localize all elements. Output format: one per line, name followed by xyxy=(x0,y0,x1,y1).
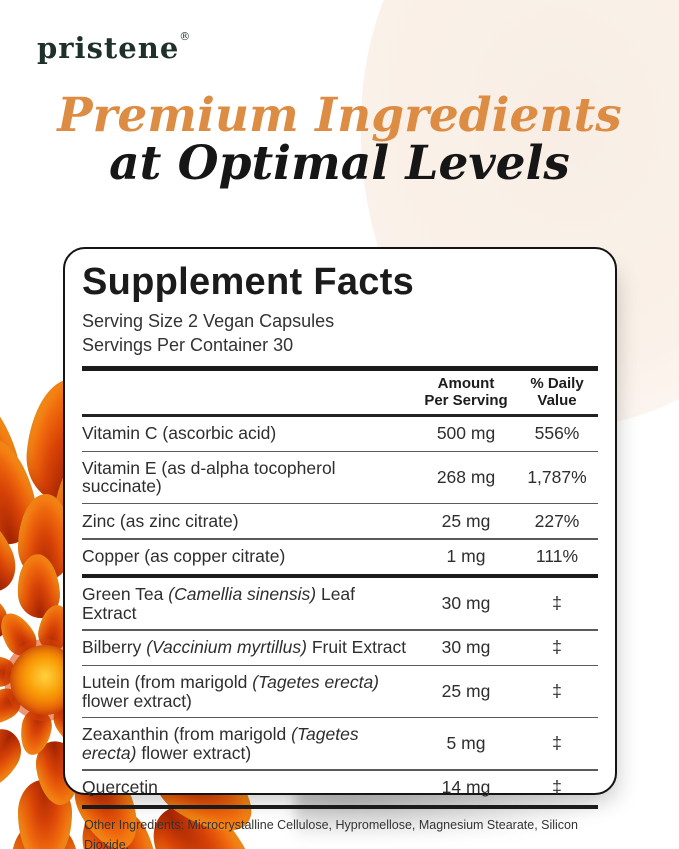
ingredient-name: Quercetin xyxy=(82,777,158,798)
divider-row xyxy=(82,538,598,540)
ingredient-row: Copper (as copper citrate) 1 mg 111% xyxy=(82,540,598,574)
ingredient-daily-value: ‡ xyxy=(552,593,562,614)
ingredient-name: Bilberry (Vaccinium myrtillus) Fruit Ext… xyxy=(82,637,407,658)
headline-line1: Premium Ingredients xyxy=(57,88,622,143)
ingredient-amount: 1 mg xyxy=(446,546,486,567)
ingredient-row: Vitamin E (as d-alpha tocopherol succina… xyxy=(82,452,598,503)
brand-name: pristene xyxy=(37,31,180,65)
ingredient-daily-value: 227% xyxy=(534,510,580,531)
ingredient-name: Lutein (from marigold (Tagetes erecta) f… xyxy=(82,671,379,711)
serving-size: Serving Size 2 Vegan Capsules xyxy=(82,310,335,331)
footnotes: Other Ingredients: Microcrystalline Cell… xyxy=(82,809,598,849)
header-amount-line1: Amount xyxy=(437,375,495,393)
panel-title: Supplement Facts xyxy=(82,261,415,303)
table-header-row: Amount Per Serving % Daily Value xyxy=(82,371,598,414)
ingredient-daily-value: ‡ xyxy=(552,777,562,798)
ingredient-daily-value: 111% xyxy=(535,546,579,567)
serving-info: Serving Size 2 Vegan Capsules Servings P… xyxy=(82,309,598,358)
brand-logo: pristene® xyxy=(37,30,190,65)
ingredient-daily-value: ‡ xyxy=(552,681,562,702)
ingredient-amount: 14 mg xyxy=(441,777,491,798)
ingredient-name: Green Tea (Camellia sinensis) Leaf Extra… xyxy=(82,583,356,623)
divider-row xyxy=(82,716,598,719)
ingredient-name: Zeaxanthin (from marigold (Tagetes erect… xyxy=(82,723,359,763)
ingredient-daily-value: ‡ xyxy=(552,733,562,754)
page-title: Premium Ingredients at Optimal Levels xyxy=(0,92,679,188)
header-daily-value: % Daily Value xyxy=(516,376,598,410)
ingredient-daily-value: 1,787% xyxy=(527,466,587,487)
ingredient-row: Quercetin 14 mg ‡ xyxy=(82,771,598,805)
divider-row xyxy=(82,769,598,771)
header-dv-line2: Value xyxy=(537,392,577,410)
supplement-rows: Vitamin C (ascorbic acid) 500 mg 556% Vitam… xyxy=(82,417,598,805)
ingredient-daily-value: ‡ xyxy=(552,637,562,658)
supplement-facts-panel: Supplement Facts Serving Size 2 Vegan Ca… xyxy=(63,247,617,849)
divider-row xyxy=(82,629,598,631)
registered-mark: ® xyxy=(179,30,191,43)
divider-group xyxy=(82,573,598,579)
ingredient-amount: 268 mg xyxy=(436,466,496,487)
divider-row xyxy=(82,450,598,453)
ingredient-amount: 30 mg xyxy=(441,593,491,614)
header-dv-line1: % Daily xyxy=(530,375,584,393)
ingredient-row: Vitamin C (ascorbic acid) 500 mg 556% xyxy=(82,417,598,451)
header-amount-per-serving: Amount Per Serving xyxy=(416,376,516,410)
headline-line2: at Optimal Levels xyxy=(109,135,570,191)
ingredient-amount: 25 mg xyxy=(441,681,491,702)
ingredient-name: Vitamin C (ascorbic acid) xyxy=(82,423,277,444)
ingredient-row: Bilberry (Vaccinium myrtillus) Fruit Ext… xyxy=(82,631,598,665)
servings-per-container: Servings Per Container 30 xyxy=(82,335,294,356)
ingredient-amount: 25 mg xyxy=(441,510,491,531)
other-ingredients-note: Other Ingredients: Microcrystalline Cell… xyxy=(84,818,578,849)
ingredient-name: Copper (as copper citrate) xyxy=(82,546,286,567)
divider-thick-bottom xyxy=(82,804,598,810)
ingredient-name: Zinc (as zinc citrate) xyxy=(82,510,239,531)
ingredient-amount: 500 mg xyxy=(436,423,496,444)
ingredient-daily-value: 556% xyxy=(534,423,580,444)
header-amount-line2: Per Serving xyxy=(424,392,508,410)
ingredient-name: Vitamin E (as d-alpha tocopherol succina… xyxy=(82,457,336,497)
divider-row xyxy=(82,502,598,505)
ingredient-row: Zeaxanthin (from marigold (Tagetes erect… xyxy=(82,718,598,769)
divider-row xyxy=(82,664,598,667)
divider-header xyxy=(82,414,598,417)
ingredient-row: Lutein (from marigold (Tagetes erecta) f… xyxy=(82,666,598,717)
divider-thick-top xyxy=(82,366,598,372)
ingredient-amount: 30 mg xyxy=(441,637,491,658)
ingredient-amount: 5 mg xyxy=(446,733,486,754)
ingredient-row: Zinc (as zinc citrate) 25 mg 227% xyxy=(82,504,598,538)
ingredient-row: Green Tea (Camellia sinensis) Leaf Extra… xyxy=(82,578,598,629)
